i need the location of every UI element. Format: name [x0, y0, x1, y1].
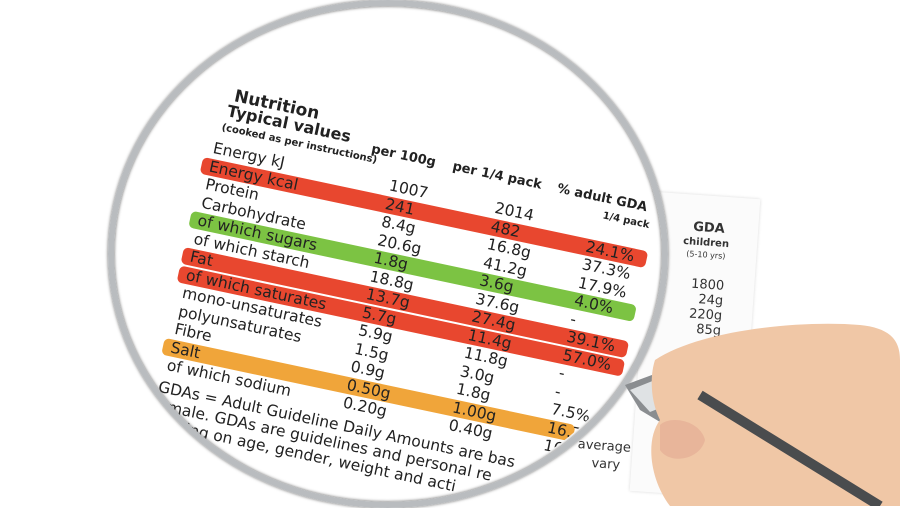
- hand-icon: [651, 323, 900, 506]
- thumb-nail: [660, 420, 705, 459]
- magnified-view: Nutrition Typical values (cooked as per …: [112, 4, 660, 500]
- handle-shaft: [697, 390, 883, 506]
